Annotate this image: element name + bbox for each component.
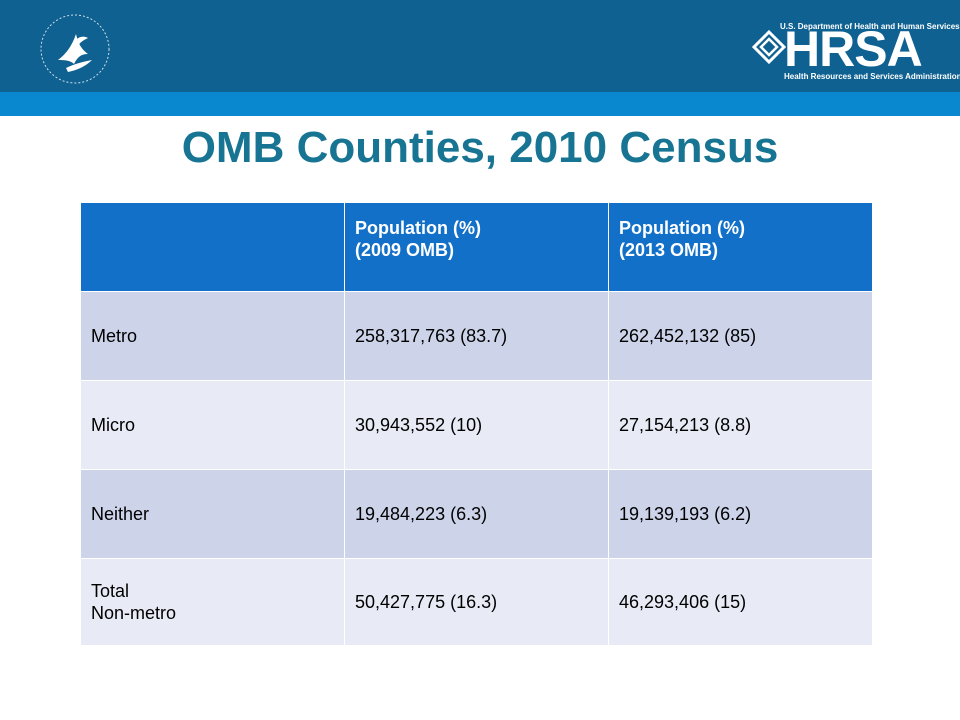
header-cell-empty	[81, 203, 345, 291]
cell-2013: 19,139,193 (6.2)	[609, 469, 873, 558]
cell-2013: 46,293,406 (15)	[609, 558, 873, 645]
row-label-text: Total	[91, 580, 344, 602]
row-label: Total Non-metro	[81, 558, 345, 645]
row-label: Micro	[81, 380, 345, 469]
header-2013-line2: (2013 OMB)	[619, 239, 872, 261]
hrsa-wordmark: HRSA	[784, 24, 922, 74]
hrsa-full-name: Health Resources and Services Administra…	[784, 72, 960, 81]
row-label: Neither	[81, 469, 345, 558]
hhs-eagle-seal-icon	[36, 10, 114, 88]
header-2009-line1: Population (%)	[355, 217, 608, 239]
cell-2009: 30,943,552 (10)	[345, 380, 609, 469]
table-row: Total Non-metro 50,427,775 (16.3) 46,293…	[81, 558, 873, 645]
data-table: Population (%) (2009 OMB) Population (%)…	[80, 203, 873, 646]
row-label-text: Micro	[91, 414, 344, 436]
cell-2009: 50,427,775 (16.3)	[345, 558, 609, 645]
table-row: Micro 30,943,552 (10) 27,154,213 (8.8)	[81, 380, 873, 469]
row-label-text: Metro	[91, 325, 344, 347]
hrsa-diamond-icon	[752, 30, 786, 64]
header-2009-line2: (2009 OMB)	[355, 239, 608, 261]
cell-2009: 19,484,223 (6.3)	[345, 469, 609, 558]
table-row: Neither 19,484,223 (6.3) 19,139,193 (6.2…	[81, 469, 873, 558]
header-cell-2013: Population (%) (2013 OMB)	[609, 203, 873, 291]
row-label: Metro	[81, 291, 345, 380]
cell-2013: 262,452,132 (85)	[609, 291, 873, 380]
cell-2013: 27,154,213 (8.8)	[609, 380, 873, 469]
header-stripe	[0, 92, 960, 116]
table-row: Metro 258,317,763 (83.7) 262,452,132 (85…	[81, 291, 873, 380]
page-title: OMB Counties, 2010 Census	[0, 118, 960, 178]
header-2013-line1: Population (%)	[619, 217, 872, 239]
table-header-row: Population (%) (2009 OMB) Population (%)…	[81, 203, 873, 291]
row-label-text: Neither	[91, 503, 344, 525]
cell-2009: 258,317,763 (83.7)	[345, 291, 609, 380]
header-cell-2009: Population (%) (2009 OMB)	[345, 203, 609, 291]
row-label-text-line2: Non-metro	[91, 602, 344, 624]
